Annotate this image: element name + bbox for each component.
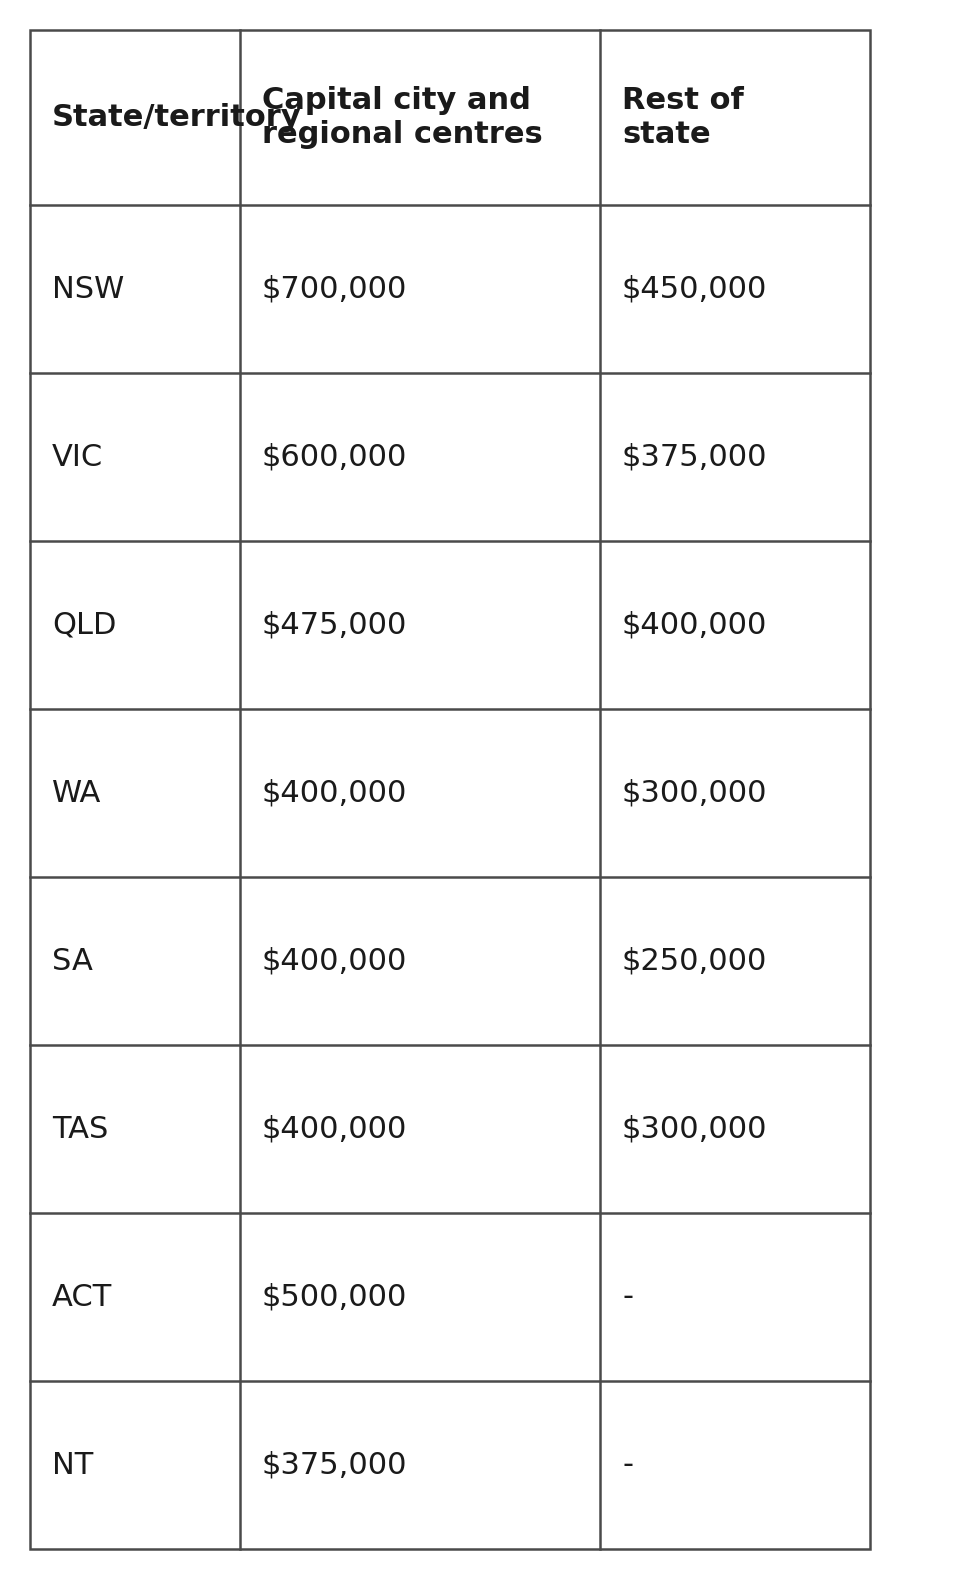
- Text: $400,000: $400,000: [262, 946, 407, 975]
- Text: $400,000: $400,000: [262, 1114, 407, 1143]
- Text: NSW: NSW: [52, 274, 124, 303]
- Text: Capital city and
regional centres: Capital city and regional centres: [262, 86, 542, 149]
- Text: $300,000: $300,000: [622, 1114, 767, 1143]
- Text: WA: WA: [52, 778, 102, 807]
- Text: ACT: ACT: [52, 1282, 112, 1311]
- Bar: [30, 30, 870, 1549]
- Text: $450,000: $450,000: [622, 274, 767, 303]
- Text: -: -: [622, 1282, 633, 1311]
- Text: -: -: [622, 1450, 633, 1479]
- Text: TAS: TAS: [52, 1114, 108, 1143]
- Text: $600,000: $600,000: [262, 442, 407, 471]
- Text: VIC: VIC: [52, 442, 104, 471]
- Text: SA: SA: [52, 946, 93, 975]
- Bar: [30, 30, 870, 1549]
- Text: $250,000: $250,000: [622, 946, 767, 975]
- Text: Rest of
state: Rest of state: [622, 86, 744, 149]
- Text: $400,000: $400,000: [262, 778, 407, 807]
- Text: $700,000: $700,000: [262, 274, 407, 303]
- Text: $400,000: $400,000: [622, 610, 767, 639]
- Text: $500,000: $500,000: [262, 1282, 407, 1311]
- Text: $475,000: $475,000: [262, 610, 407, 639]
- Text: NT: NT: [52, 1450, 93, 1479]
- Text: $375,000: $375,000: [622, 442, 767, 471]
- Text: QLD: QLD: [52, 610, 116, 639]
- Text: State/territory: State/territory: [52, 103, 301, 132]
- Text: $300,000: $300,000: [622, 778, 767, 807]
- Text: $375,000: $375,000: [262, 1450, 407, 1479]
